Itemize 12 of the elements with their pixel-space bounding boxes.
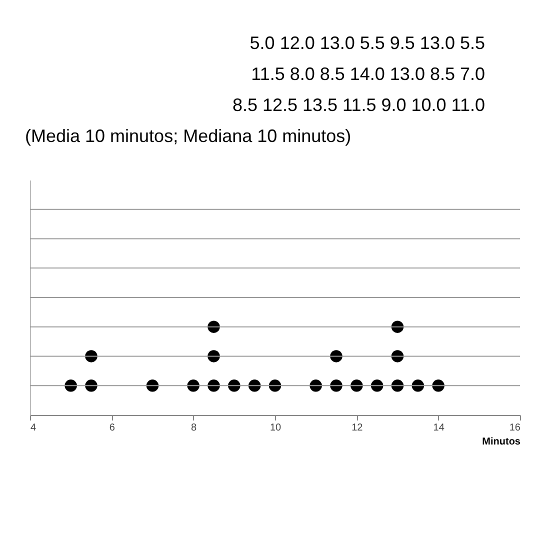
text: 5.0 12.0 13.0 5.5 9.5 13.0 5.5 — [250, 33, 485, 53]
x-tick-label: 14 — [433, 422, 445, 434]
text: (Media 10 minutos; Mediana 10 minutos) — [25, 126, 352, 146]
text: 8.5 12.5 13.5 11.5 9.0 10.0 11.0 — [232, 95, 485, 115]
x-tick-label: 4 — [30, 422, 36, 434]
x-axis-title: Minutos — [482, 436, 521, 448]
x-tick-label: 8 — [191, 422, 198, 434]
x-tick-label: 6 — [109, 422, 116, 434]
x-tick-label: 16 — [509, 422, 521, 434]
text: 11.5 8.0 8.5 14.0 13.0 8.5 7.0 — [251, 64, 485, 84]
x-tick-label: 10 — [270, 422, 282, 434]
x-tick-label: 12 — [352, 422, 364, 434]
